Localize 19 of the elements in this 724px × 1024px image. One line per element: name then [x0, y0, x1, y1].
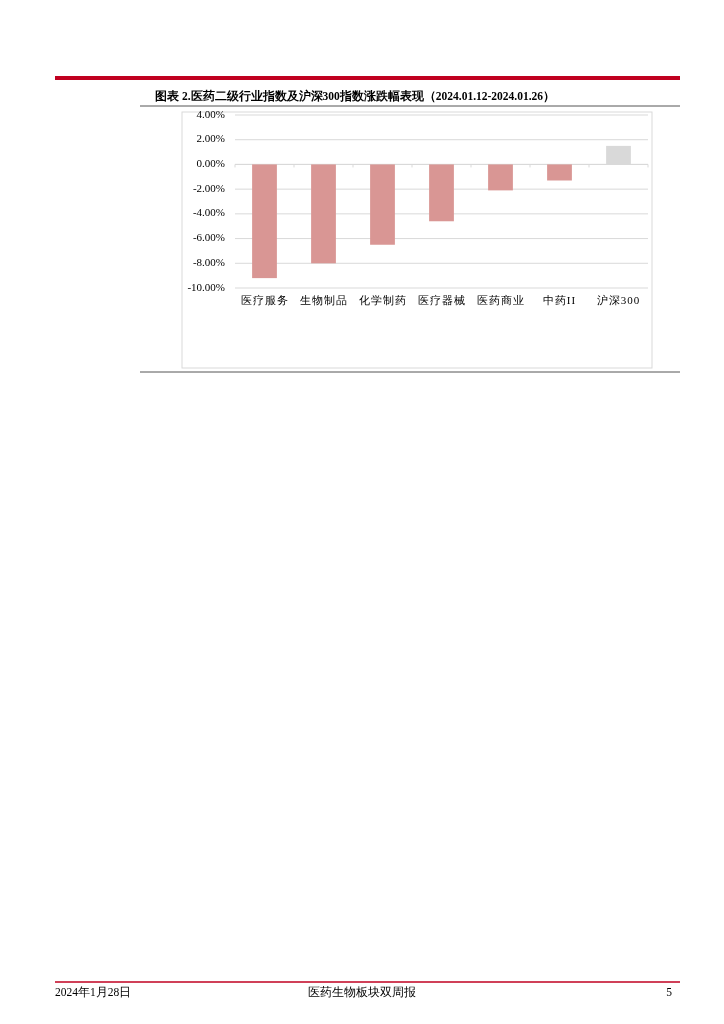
y-tick-label: -4.00%	[192, 206, 225, 219]
y-tick-label: 4.00%	[196, 107, 225, 120]
y-tick-label: 2.00%	[196, 132, 225, 145]
y-tick-label: -10.00%	[187, 280, 225, 293]
text: 5	[666, 986, 673, 998]
text: 医药生物板块双周报	[308, 986, 416, 998]
chart-title: 图表 2.医药二级行业指数及沪深300指数涨跌幅表现（2024.01.12-2024.01.26）	[155, 89, 556, 103]
x-tick-label: 医药商业	[476, 294, 525, 306]
y-tick-label: -6.00%	[192, 231, 225, 244]
x-tick-label: 化学制药	[358, 294, 407, 306]
y-tick-label: 0.00%	[196, 156, 225, 169]
y-tick-label: -2.00%	[192, 181, 225, 194]
x-tick-label: 医疗器械	[417, 294, 466, 306]
y-tick-label: -8.00%	[192, 255, 225, 268]
text: 2024年1月28日	[55, 986, 132, 998]
x-tick-label: 生物制品	[299, 294, 348, 306]
x-tick-label: 中药II	[542, 294, 577, 306]
x-tick-label: 沪深300	[596, 294, 641, 306]
x-tick-label: 医疗服务	[240, 294, 289, 306]
